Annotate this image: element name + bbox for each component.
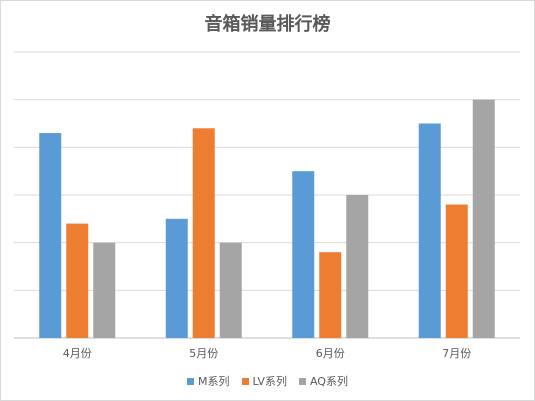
legend-label: M系列 (198, 375, 230, 388)
bar-M系列-5月份 (165, 218, 188, 338)
x-tick-label: 5月份 (189, 347, 218, 360)
legend-swatch (187, 377, 195, 385)
x-tick-label: 4月份 (63, 347, 92, 360)
bar-LV系列-4月份 (66, 223, 89, 338)
x-tick-label: 7月份 (442, 347, 471, 360)
bar-AQ系列-7月份 (472, 99, 495, 339)
legend-item: AQ系列 (298, 373, 348, 389)
bar-AQ系列-4月份 (93, 242, 116, 338)
legend-swatch (241, 377, 249, 385)
legend-swatch (298, 377, 306, 385)
bar-M系列-4月份 (39, 133, 62, 338)
bar-LV系列-6月份 (319, 252, 342, 338)
chart-title: 音箱销量排行榜 (204, 14, 331, 35)
bar-LV系列-7月份 (445, 204, 468, 338)
bar-M系列-6月份 (292, 171, 315, 338)
legend-item: M系列 (187, 373, 230, 389)
legend-label: AQ系列 (309, 375, 348, 388)
bar-M系列-7月份 (418, 123, 441, 338)
chart-legend: M系列 LV系列 AQ系列 (0, 373, 535, 389)
bar-AQ系列-5月份 (219, 242, 242, 338)
bar-LV系列-5月份 (192, 128, 215, 338)
legend-item: LV系列 (241, 373, 287, 389)
x-tick-label: 6月份 (316, 347, 345, 360)
bar-AQ系列-6月份 (346, 195, 369, 338)
legend-label: LV系列 (252, 375, 287, 388)
